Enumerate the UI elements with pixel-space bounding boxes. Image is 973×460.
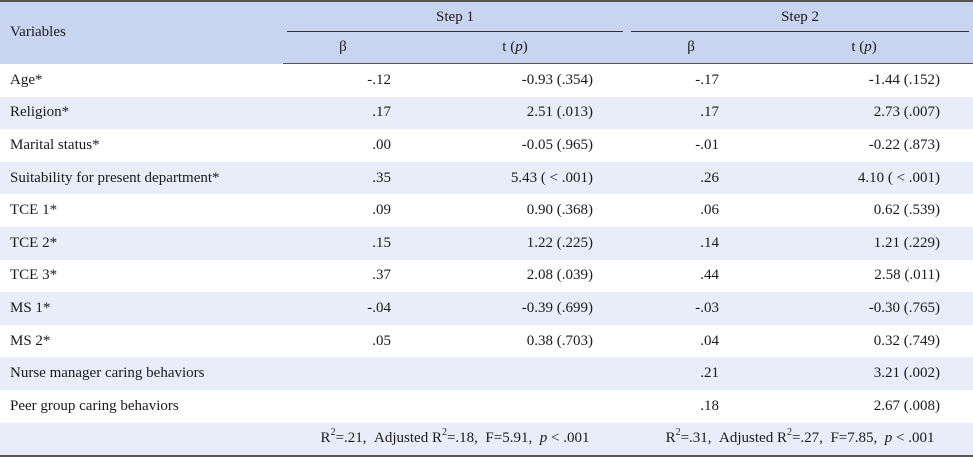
table-row: Marital status* .00 -0.05 (.965) -.01 -0…: [0, 129, 973, 162]
variables-header: Variables: [0, 0, 283, 64]
step1-beta: .17: [283, 96, 403, 130]
table-row: TCE 1* .09 0.90 (.368) .06 0.62 (.539): [0, 194, 973, 227]
step2-t: -1.44 (.152): [755, 63, 973, 97]
step2-t: 2.73 (.007): [755, 96, 973, 130]
step1-t: 2.51 (.013): [403, 96, 628, 130]
variable-name: Religion*: [0, 96, 283, 130]
step2-header-label: Step 2: [781, 8, 819, 25]
step2-t: 0.32 (.749): [755, 324, 973, 358]
step1-t: 1.22 (.225): [403, 226, 628, 260]
step1-t: 5.43 ( < .001): [403, 161, 628, 195]
step2-beta: .44: [627, 259, 756, 293]
variable-name: MS 2*: [0, 324, 283, 358]
step1-t: [403, 389, 628, 423]
step1-beta: -.04: [283, 292, 403, 325]
table-row: TCE 2* .15 1.22 (.225) .14 1.21 (.229): [0, 226, 973, 260]
variable-name: TCE 2*: [0, 226, 283, 260]
table-row: TCE 3* .37 2.08 (.039) .44 2.58 (.011): [0, 259, 973, 293]
variable-name: TCE 1*: [0, 194, 283, 227]
step1-t-header: t (p): [403, 32, 628, 64]
step2-t: 4.10 ( < .001): [755, 161, 973, 195]
step2-beta: -.03: [627, 292, 756, 325]
table-row: Suitability for present department* .35 …: [0, 161, 973, 195]
model-summary-row: R2=.21, Adjusted R2=.18, F=5.91, p < .00…: [0, 422, 973, 457]
variable-name: MS 1*: [0, 292, 283, 325]
step2-beta: .14: [627, 226, 756, 260]
step1-t: -0.05 (.965): [403, 129, 628, 162]
step2-header: Step 2: [627, 0, 973, 32]
step1-t: -0.93 (.354): [403, 63, 628, 97]
step1-beta: .35: [283, 161, 403, 195]
variable-name: Nurse manager caring behaviors: [0, 357, 283, 390]
table-row: Nurse manager caring behaviors .21 3.21 …: [0, 357, 973, 390]
variable-name: Peer group caring behaviors: [0, 389, 283, 423]
step2-beta: .26: [627, 161, 756, 195]
step2-t: 0.62 (.539): [755, 194, 973, 227]
table-row: MS 1* -.04 -0.39 (.699) -.03 -0.30 (.765…: [0, 292, 973, 325]
header-row-stats: β t (p) β t (p): [0, 32, 973, 64]
step2-t: -0.22 (.873): [755, 129, 973, 162]
step1-t: [403, 357, 628, 390]
table-row: Peer group caring behaviors .18 2.67 (.0…: [0, 389, 973, 423]
step2-beta: .18: [627, 389, 756, 423]
step1-header-label: Step 1: [436, 8, 474, 25]
step1-t: 0.90 (.368): [403, 194, 628, 227]
variable-name: Age*: [0, 63, 283, 97]
step1-beta: -.12: [283, 63, 403, 97]
step1-beta: .09: [283, 194, 403, 227]
step2-underline: [631, 31, 970, 32]
step1-summary: R2=.21, Adjusted R2=.18, F=5.91, p < .00…: [283, 422, 628, 457]
step2-beta: -.17: [627, 63, 756, 97]
step2-t: 2.67 (.008): [755, 389, 973, 423]
step2-beta: .17: [627, 96, 756, 130]
step2-t-header: t (p): [755, 32, 973, 64]
step1-header: Step 1: [283, 0, 628, 32]
step1-beta: .00: [283, 129, 403, 162]
variable-name: TCE 3*: [0, 259, 283, 293]
step2-beta: .06: [627, 194, 756, 227]
step1-underline: [287, 31, 624, 32]
step2-beta: .04: [627, 324, 756, 358]
table-row: Religion* .17 2.51 (.013) .17 2.73 (.007…: [0, 96, 973, 130]
variable-name: Suitability for present department*: [0, 161, 283, 195]
summary-label-cell: [0, 422, 283, 457]
step2-t: 2.58 (.011): [755, 259, 973, 293]
step1-beta-header: β: [283, 32, 403, 64]
step2-t: 3.21 (.002): [755, 357, 973, 390]
header-row-steps: Variables Step 1 Step 2: [0, 0, 973, 64]
step2-beta: .21: [627, 357, 756, 390]
step1-beta: .37: [283, 259, 403, 293]
step1-beta: [283, 389, 403, 423]
step1-beta: [283, 357, 403, 390]
step2-beta-header: β: [627, 32, 756, 64]
table-row: MS 2* .05 0.38 (.703) .04 0.32 (.749): [0, 324, 973, 358]
variable-name: Marital status*: [0, 129, 283, 162]
step1-t: 0.38 (.703): [403, 324, 628, 358]
step2-t: 1.21 (.229): [755, 226, 973, 260]
step1-beta: .15: [283, 226, 403, 260]
step1-beta: .05: [283, 324, 403, 358]
step2-beta: -.01: [627, 129, 756, 162]
step2-summary: R2=.31, Adjusted R2=.27, F=7.85, p < .00…: [627, 422, 973, 457]
step1-t: 2.08 (.039): [403, 259, 628, 293]
step1-t: -0.39 (.699): [403, 292, 628, 325]
step2-t: -0.30 (.765): [755, 292, 973, 325]
table-row: Age* -.12 -0.93 (.354) -.17 -1.44 (.152): [0, 63, 973, 97]
